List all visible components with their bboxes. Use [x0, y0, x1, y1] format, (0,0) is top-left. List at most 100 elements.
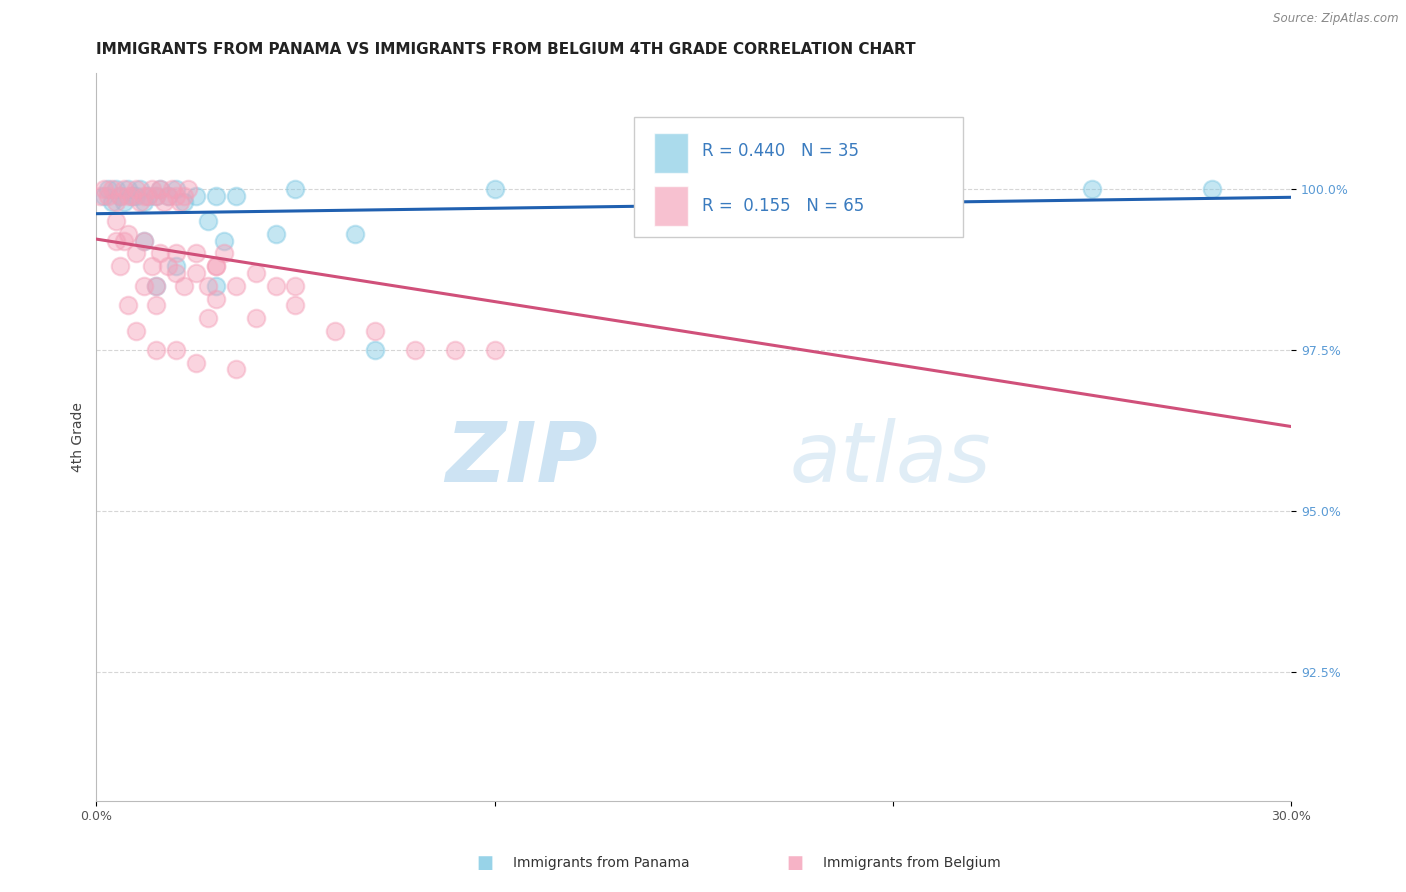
Point	[882, 194, 904, 209]
Point	[149, 182, 172, 196]
Point	[245, 266, 267, 280]
Point	[212, 246, 235, 260]
Point	[105, 214, 128, 228]
Point	[112, 182, 135, 196]
Point	[141, 260, 163, 274]
Point	[173, 194, 195, 209]
Point	[110, 260, 132, 274]
Bar	[654, 186, 688, 226]
Text: ZIP: ZIP	[446, 418, 598, 500]
Point	[141, 182, 163, 196]
Point	[173, 188, 195, 202]
Point	[121, 188, 143, 202]
Point	[145, 278, 167, 293]
Point	[169, 194, 191, 209]
Point	[165, 246, 187, 260]
Point	[1081, 182, 1104, 196]
Point	[165, 260, 187, 274]
Point	[157, 188, 180, 202]
Point	[110, 188, 132, 202]
Point	[177, 182, 200, 196]
Point	[117, 182, 139, 196]
Point	[1201, 182, 1223, 196]
Point	[157, 260, 180, 274]
Point	[197, 310, 219, 325]
Point	[145, 188, 167, 202]
Point	[117, 188, 139, 202]
Point	[125, 246, 148, 260]
Point	[225, 188, 247, 202]
Point	[184, 266, 207, 280]
Point	[197, 278, 219, 293]
Point	[284, 298, 307, 312]
Point	[101, 194, 124, 209]
Point	[105, 234, 128, 248]
Point	[682, 182, 704, 196]
Point	[125, 182, 148, 196]
Point	[149, 246, 172, 260]
Point	[184, 188, 207, 202]
Point	[284, 278, 307, 293]
Point	[134, 234, 156, 248]
Point	[344, 227, 367, 242]
Point	[153, 194, 176, 209]
Point	[364, 324, 387, 338]
Bar	[654, 133, 688, 173]
Text: Source: ZipAtlas.com: Source: ZipAtlas.com	[1274, 12, 1399, 25]
Text: Immigrants from Belgium: Immigrants from Belgium	[823, 856, 1000, 871]
Point	[93, 182, 115, 196]
Y-axis label: 4th Grade: 4th Grade	[72, 402, 86, 472]
Point	[245, 310, 267, 325]
FancyBboxPatch shape	[634, 117, 963, 237]
Point	[323, 324, 346, 338]
Point	[225, 278, 247, 293]
Point	[160, 182, 183, 196]
Point	[93, 188, 115, 202]
Point	[165, 343, 187, 357]
Point	[134, 194, 156, 209]
Point	[125, 188, 148, 202]
Point	[117, 298, 139, 312]
Point	[882, 182, 904, 196]
Point	[225, 362, 247, 376]
Text: atlas: atlas	[789, 418, 991, 500]
Point	[129, 182, 152, 196]
Point	[205, 292, 228, 306]
Point	[134, 278, 156, 293]
Point	[205, 278, 228, 293]
Point	[149, 182, 172, 196]
Text: IMMIGRANTS FROM PANAMA VS IMMIGRANTS FROM BELGIUM 4TH GRADE CORRELATION CHART: IMMIGRANTS FROM PANAMA VS IMMIGRANTS FRO…	[97, 42, 915, 57]
Point	[197, 214, 219, 228]
Point	[101, 182, 124, 196]
Point	[145, 343, 167, 357]
Text: Immigrants from Panama: Immigrants from Panama	[513, 856, 690, 871]
Point	[165, 188, 187, 202]
Point	[157, 188, 180, 202]
Point	[165, 266, 187, 280]
Point	[136, 188, 159, 202]
Text: R = 0.440   N = 35: R = 0.440 N = 35	[702, 142, 859, 160]
Point	[105, 194, 128, 209]
Point	[89, 188, 111, 202]
Point	[136, 188, 159, 202]
Point	[105, 182, 128, 196]
Point	[264, 227, 287, 242]
Point	[404, 343, 426, 357]
Point	[145, 278, 167, 293]
Text: ■: ■	[477, 855, 494, 872]
Point	[264, 278, 287, 293]
Point	[212, 234, 235, 248]
Point	[134, 188, 156, 202]
Point	[97, 182, 120, 196]
Point	[125, 324, 148, 338]
Point	[129, 194, 152, 209]
Point	[364, 343, 387, 357]
Point	[110, 188, 132, 202]
Point	[165, 182, 187, 196]
Point	[205, 260, 228, 274]
Point	[145, 188, 167, 202]
Point	[121, 188, 143, 202]
Point	[205, 188, 228, 202]
Point	[484, 182, 506, 196]
Point	[134, 234, 156, 248]
